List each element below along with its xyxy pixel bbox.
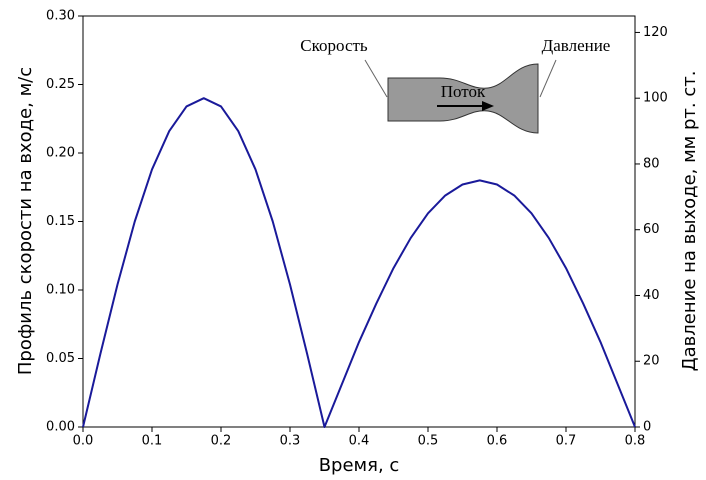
y2-axis-title: Давление на выходе, мм рт. ст.	[679, 71, 700, 372]
y-tick-label: 0.20	[46, 146, 75, 161]
inlet-label: Скорость	[300, 36, 368, 55]
flow-arrowhead	[482, 101, 494, 111]
y-tick-label: 0.30	[46, 9, 75, 24]
x-tick-label: 0.2	[211, 434, 232, 449]
x-tick-label: 0.7	[556, 434, 577, 449]
y-tick-label: 0.05	[46, 351, 75, 366]
y2-tick-label: 40	[643, 288, 660, 303]
y-tick-label: 0.10	[46, 283, 75, 298]
y2-tick-label: 120	[643, 25, 668, 40]
outlet-label: Давление	[542, 36, 611, 55]
vessel-shape	[387, 63, 539, 134]
y2-tick-label: 100	[643, 91, 668, 106]
x-tick-label: 0.4	[349, 434, 370, 449]
inset-diagram: Скорость Давление Поток	[300, 36, 611, 134]
outlet-leader	[539, 59, 557, 98]
y-tick-label: 0.15	[46, 214, 75, 229]
data-line	[82, 97, 636, 428]
x-tick-label: 0.1	[142, 434, 163, 449]
y-axis-title: Профиль скорости на входе, м/с	[15, 67, 36, 375]
x-tick-label: 0.8	[625, 434, 646, 449]
y2-tick-label: 80	[643, 156, 660, 171]
inlet-leader	[364, 59, 388, 98]
y-tick-label: 0.00	[46, 420, 75, 435]
y-tick-label: 0.25	[46, 77, 75, 92]
x-tick-label: 0.0	[73, 434, 94, 449]
x-tick-label: 0.3	[280, 434, 301, 449]
y2-tick-label: 0	[643, 420, 651, 435]
y2-tick-label: 60	[643, 222, 660, 237]
x-tick-label: 0.5	[418, 434, 439, 449]
y2-tick-label: 20	[643, 354, 660, 369]
x-tick-label: 0.6	[487, 434, 508, 449]
flow-label: Поток	[441, 82, 486, 101]
plot-frame	[82, 15, 636, 428]
x-axis-title: Время, с	[319, 455, 400, 476]
